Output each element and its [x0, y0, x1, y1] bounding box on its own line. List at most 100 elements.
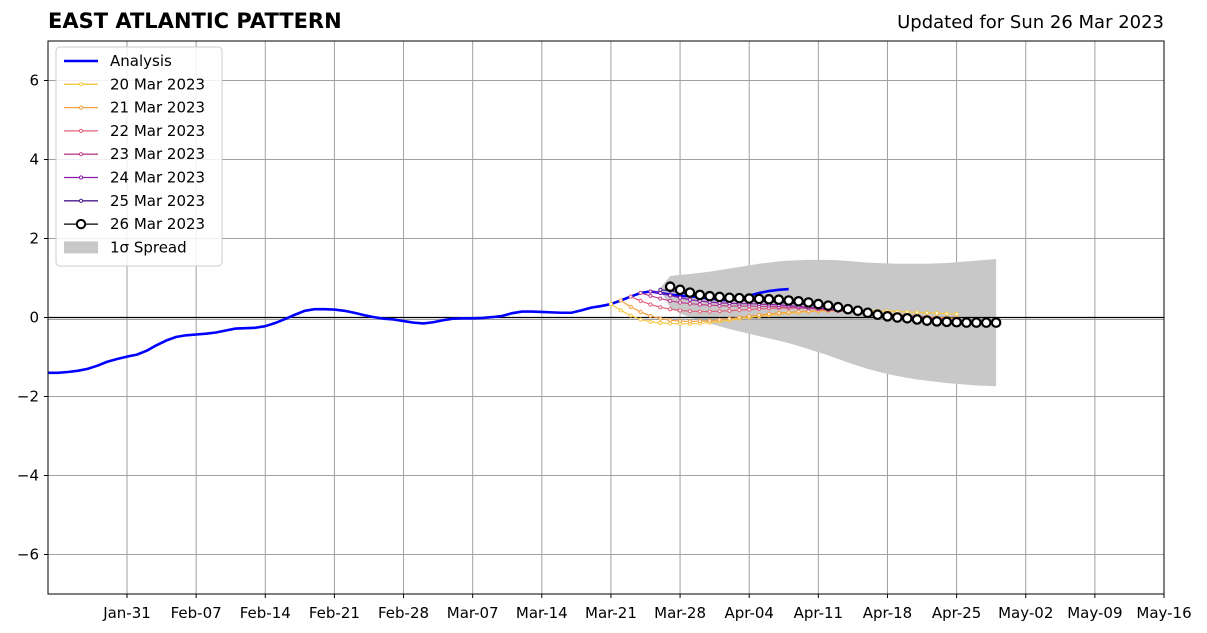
- legend-marker: [78, 128, 84, 133]
- forecast-point: [990, 317, 1002, 328]
- forecast-point: [872, 309, 883, 321]
- forecast-point: [687, 309, 693, 314]
- forecast-point: [648, 313, 653, 319]
- spread-layer: [660, 259, 997, 387]
- forecast-series: [664, 281, 1002, 328]
- forecast-point: [766, 311, 772, 317]
- forecast-point: [882, 311, 893, 322]
- forecast-point: [931, 316, 943, 327]
- legend-marker: [78, 105, 84, 110]
- x-tick-label: Apr-04: [724, 604, 774, 622]
- y-tick-label: 2: [29, 230, 39, 248]
- forecast-point: [638, 317, 643, 322]
- x-tick-label: May-09: [1067, 604, 1122, 622]
- y-tick-label: 0: [29, 309, 39, 327]
- x-tick-label: Feb-21: [309, 604, 360, 622]
- forecast-point: [668, 298, 673, 304]
- x-tick-label: Apr-11: [794, 604, 844, 622]
- x-tick-label: Mar-21: [585, 604, 637, 622]
- legend-label: 21 Mar 2023: [110, 99, 205, 117]
- forecast-point: [628, 294, 633, 299]
- legend-marker: [78, 175, 84, 180]
- forecast-point: [668, 307, 673, 312]
- forecast-point: [921, 315, 933, 326]
- forecast-point: [648, 319, 653, 324]
- legend-label: 23 Mar 2023: [110, 145, 205, 163]
- legend-label: Analysis: [110, 52, 172, 70]
- forecast-point: [734, 292, 745, 304]
- forecast-point: [783, 295, 795, 306]
- chart-title: EAST ATLANTIC PATTERN: [48, 9, 342, 33]
- forecast-point: [944, 311, 949, 316]
- forecast-point: [842, 303, 854, 315]
- x-tick-label: Mar-28: [654, 604, 706, 622]
- forecast-point: [737, 315, 742, 320]
- forecast-point: [747, 314, 752, 319]
- x-tick-label: May-16: [1136, 604, 1191, 622]
- forecast-point: [971, 317, 982, 328]
- forecast-point: [677, 300, 683, 305]
- legend-swatch-spread: [64, 241, 98, 254]
- y-tick-label: 4: [29, 151, 39, 169]
- forecast-point: [980, 317, 992, 328]
- forecast-point: [924, 310, 930, 315]
- legend: Analysis 20 Mar 2023 21 Mar 2023 22 Mar 202…: [55, 46, 223, 267]
- forecast-point: [901, 312, 913, 324]
- forecast-point: [776, 311, 781, 316]
- forecast-point: [951, 316, 962, 328]
- forecast-point: [687, 301, 693, 306]
- forecast-point: [786, 310, 791, 315]
- x-tick-label: Feb-14: [240, 604, 291, 622]
- forecast-point: [628, 304, 633, 309]
- forecast-point: [773, 294, 785, 306]
- legend-box: [55, 46, 223, 267]
- forecast-point: [674, 284, 686, 296]
- forecast-point: [707, 318, 712, 323]
- series-layer: [48, 281, 1002, 375]
- forecast-point: [892, 312, 903, 323]
- forecast-point: [668, 318, 673, 323]
- forecast-point: [934, 311, 939, 316]
- forecast-point: [753, 293, 765, 305]
- legend-marker: [75, 218, 87, 230]
- forecast-point: [822, 300, 834, 311]
- forecast-point: [664, 281, 676, 292]
- forecast-point: [763, 294, 775, 305]
- forecast-point: [648, 289, 653, 294]
- forecast-point: [803, 297, 814, 308]
- legend-marker: [78, 198, 84, 203]
- legend-label: 25 Mar 2023: [110, 192, 205, 210]
- forecast-point: [813, 298, 824, 310]
- legend-label: 20 Mar 2023: [110, 75, 205, 93]
- legend-marker: [78, 152, 84, 157]
- x-tick-label: Apr-18: [863, 604, 913, 622]
- forecast-point: [727, 316, 732, 321]
- forecast-point: [747, 307, 752, 312]
- y-tick-label: −6: [17, 546, 39, 564]
- forecast-point: [852, 305, 864, 317]
- forecast-point: [638, 309, 643, 315]
- forecast-point: [677, 295, 683, 300]
- tick-layer: Jan-31 Feb-07 Feb-14 Feb-21 Feb-28 Mar-07 Mar-…: [17, 72, 1192, 623]
- forecast-point: [911, 314, 923, 325]
- forecast-point: [648, 293, 653, 298]
- forecast-point: [687, 319, 693, 324]
- forecast-point: [697, 309, 702, 314]
- legend-label: 22 Mar 2023: [110, 122, 205, 140]
- forecast-point: [941, 316, 953, 328]
- forecast-point: [793, 296, 804, 307]
- forecast-point: [677, 308, 683, 313]
- y-tick-label: −4: [17, 467, 39, 485]
- forecast-point: [717, 317, 722, 322]
- forecast-point: [668, 293, 673, 298]
- forecast-point: [628, 313, 633, 318]
- x-tick-label: Feb-28: [378, 604, 429, 622]
- chart-subtitle: Updated for Sun 26 Mar 2023: [897, 12, 1164, 33]
- forecast-point: [707, 309, 712, 314]
- legend-label: 24 Mar 2023: [110, 169, 205, 187]
- x-tick-label: Feb-07: [171, 604, 222, 622]
- legend-label: 1σ Spread: [110, 238, 187, 256]
- forecast-point: [717, 309, 722, 314]
- forecast-point: [862, 307, 874, 319]
- forecast-point: [743, 293, 755, 304]
